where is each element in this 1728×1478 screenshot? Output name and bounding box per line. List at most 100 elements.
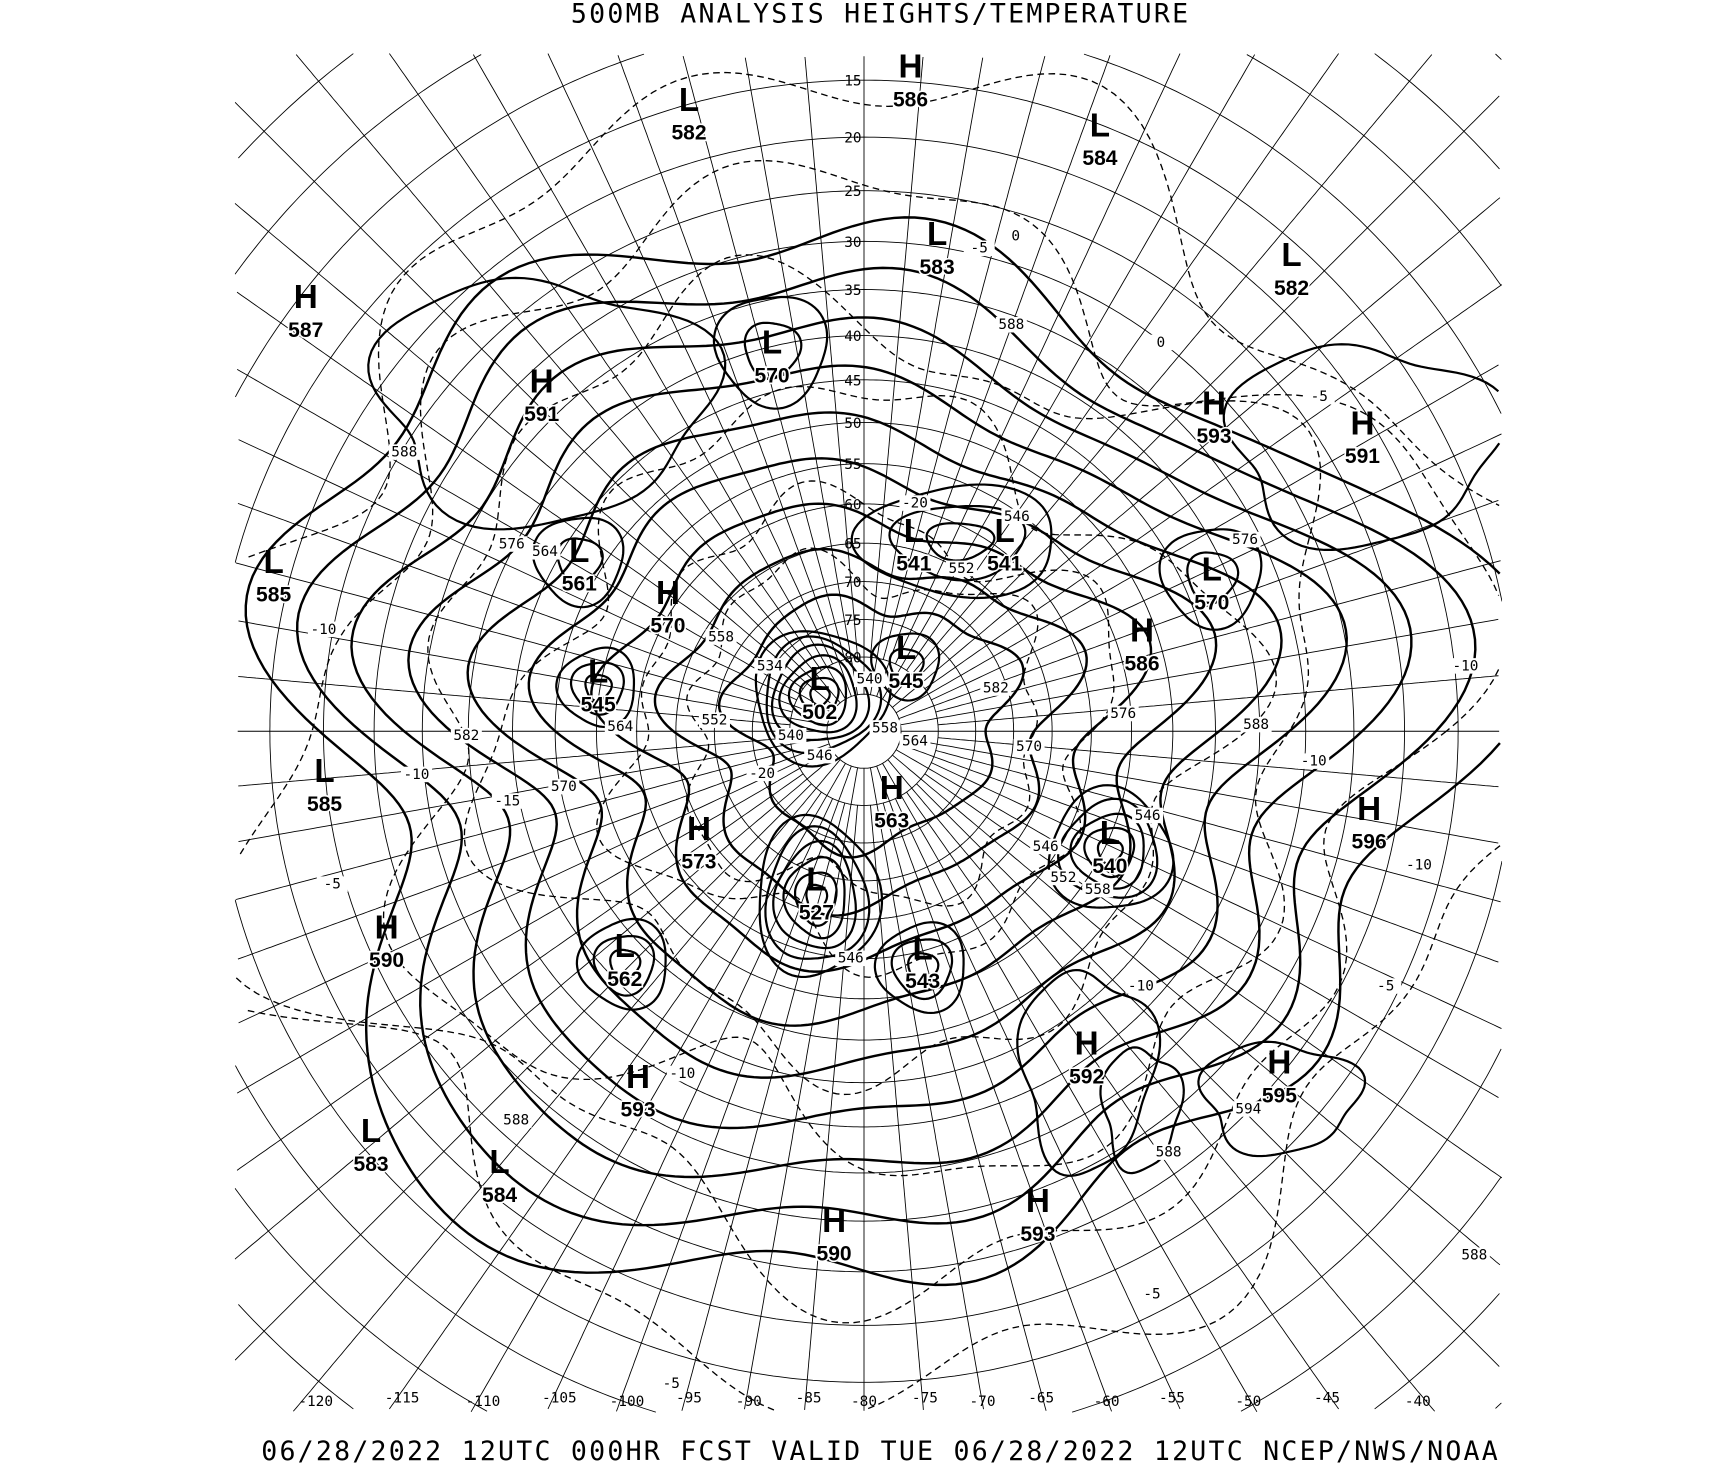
low-marker: L [1281,237,1301,274]
height-contour-label-bg [705,629,737,645]
temperature-contour-label: -10 [1406,858,1432,874]
height-contour-label-bg [1107,705,1139,722]
height-contour [888,504,1027,582]
longitude-label: -85 [796,1391,822,1407]
high-marker: H [294,279,318,316]
height-contour-label: 552 [948,561,974,577]
low-pressure-center: L 545 [887,630,926,694]
meridian-line [876,765,1112,1412]
meridian-line [882,54,1256,700]
center-height-value: 584 [1082,147,1117,170]
low-marker: L [361,1113,381,1150]
height-contour [873,921,965,1015]
temperature-contour-label-bg [400,766,432,783]
meridian-line [900,737,1499,844]
low-marker: L [1202,552,1222,589]
height-contour [778,654,858,734]
longitude-labels: -120 -115 -110 -105 -100 -95 -90 -85 -80 -75 -70 -6… [298,1391,1430,1410]
low-marker: L [263,544,283,581]
latitude-label: 30 [844,235,861,251]
meridian-line [804,56,859,658]
low-marker: L [679,82,699,119]
low-marker: L [810,661,830,698]
meridian-line [906,53,1340,671]
low-marker: L [806,862,826,899]
height-contour-label-bg [1229,531,1261,548]
height-contour-label: 534 [757,658,783,674]
meridian-line [876,55,1111,697]
meridian-line [234,754,836,1260]
height-contour [925,522,996,562]
meridian-line [882,55,1046,660]
temperature-contour-label-bg [307,621,339,638]
height-contour-label: 582 [453,728,479,744]
center-height-value: 587 [288,319,323,342]
height-contour-label: 552 [1050,870,1076,886]
temperature-contour-label-bg [899,495,931,511]
high-pressure-center: H 593 [619,1059,657,1123]
low-pressure-center: L 584 [1081,107,1120,171]
meridian-line [935,749,1501,903]
low-pressure-center: L 582 [1272,237,1310,301]
high-pressure-center: H 590 [367,909,405,973]
low-pressure-center: L 561 [560,533,599,597]
height-contour-label-bg [496,536,528,552]
meridian-line [236,773,804,1171]
latitude-circle [234,79,1503,1383]
latitude-label: 80 [844,651,861,667]
high-pressure-center: H 593 [1195,385,1233,449]
low-marker: L [569,533,589,570]
height-contour-label-bg [980,680,1012,696]
temperature-contour-label: -10 [1452,658,1478,674]
height-contour-label-bg [1240,716,1272,733]
height-contour-label: 558 [708,630,734,646]
center-height-value: 590 [369,949,404,972]
low-pressure-center: L 583 [352,1113,390,1177]
center-height-value: 593 [1196,425,1231,448]
meridian-line [869,56,924,658]
footer-valid-time: 06/28/2022 12UTC 000HR FCST VALID TUE 06… [261,1436,1500,1467]
meridian-line [898,743,1499,963]
longitude-label: -110 [466,1394,501,1410]
longitude-label: -80 [851,1394,877,1410]
meridian-line [238,762,797,1024]
center-height-value: 563 [874,810,909,833]
high-pressure-center: H 570 [649,575,687,639]
longitude-label: -75 [912,1391,938,1407]
temperature-contour-label: -5 [324,877,341,893]
temperature-contour-label: -5 [1311,389,1328,405]
height-contour [1197,1040,1367,1158]
height-contour-label-bg [450,727,482,744]
height-contour-label-bg [604,719,636,735]
center-height-value: 591 [1345,445,1380,468]
high-marker: H [899,49,923,86]
temperature-contour-label-bg [1303,388,1335,405]
latitude-circle [238,53,1500,1410]
meridian-line [238,676,791,726]
height-contour [907,952,940,985]
temperature-contour-label: 0 [1011,229,1020,245]
center-height-value: 541 [896,553,931,576]
temperature-contour-label-bg [963,240,995,257]
height-contour-label-bg [1001,508,1033,525]
height-contour-label: 546 [807,748,833,764]
high-pressure-center: H 591 [1343,405,1382,469]
height-contour-label: 540 [778,728,804,744]
height-contour-label-bg [388,444,420,460]
center-height-value: 541 [987,553,1022,576]
height-contour [850,483,1053,600]
center-height-value: 545 [889,670,924,693]
low-marker: L [762,325,782,362]
temperature-contour-label: 0 [1157,335,1166,351]
temperature-contour-label: -5 [971,241,988,257]
height-contour [870,632,941,702]
low-pressure-center: L 584 [480,1144,519,1208]
low-pressure-center: L 583 [918,216,956,280]
low-pressure-center: L 543 [903,930,941,994]
high-pressure-center: H 590 [815,1203,853,1267]
height-contour-label-bg [1232,1101,1264,1117]
low-marker: L [995,513,1015,550]
height-contour [466,411,1283,1079]
